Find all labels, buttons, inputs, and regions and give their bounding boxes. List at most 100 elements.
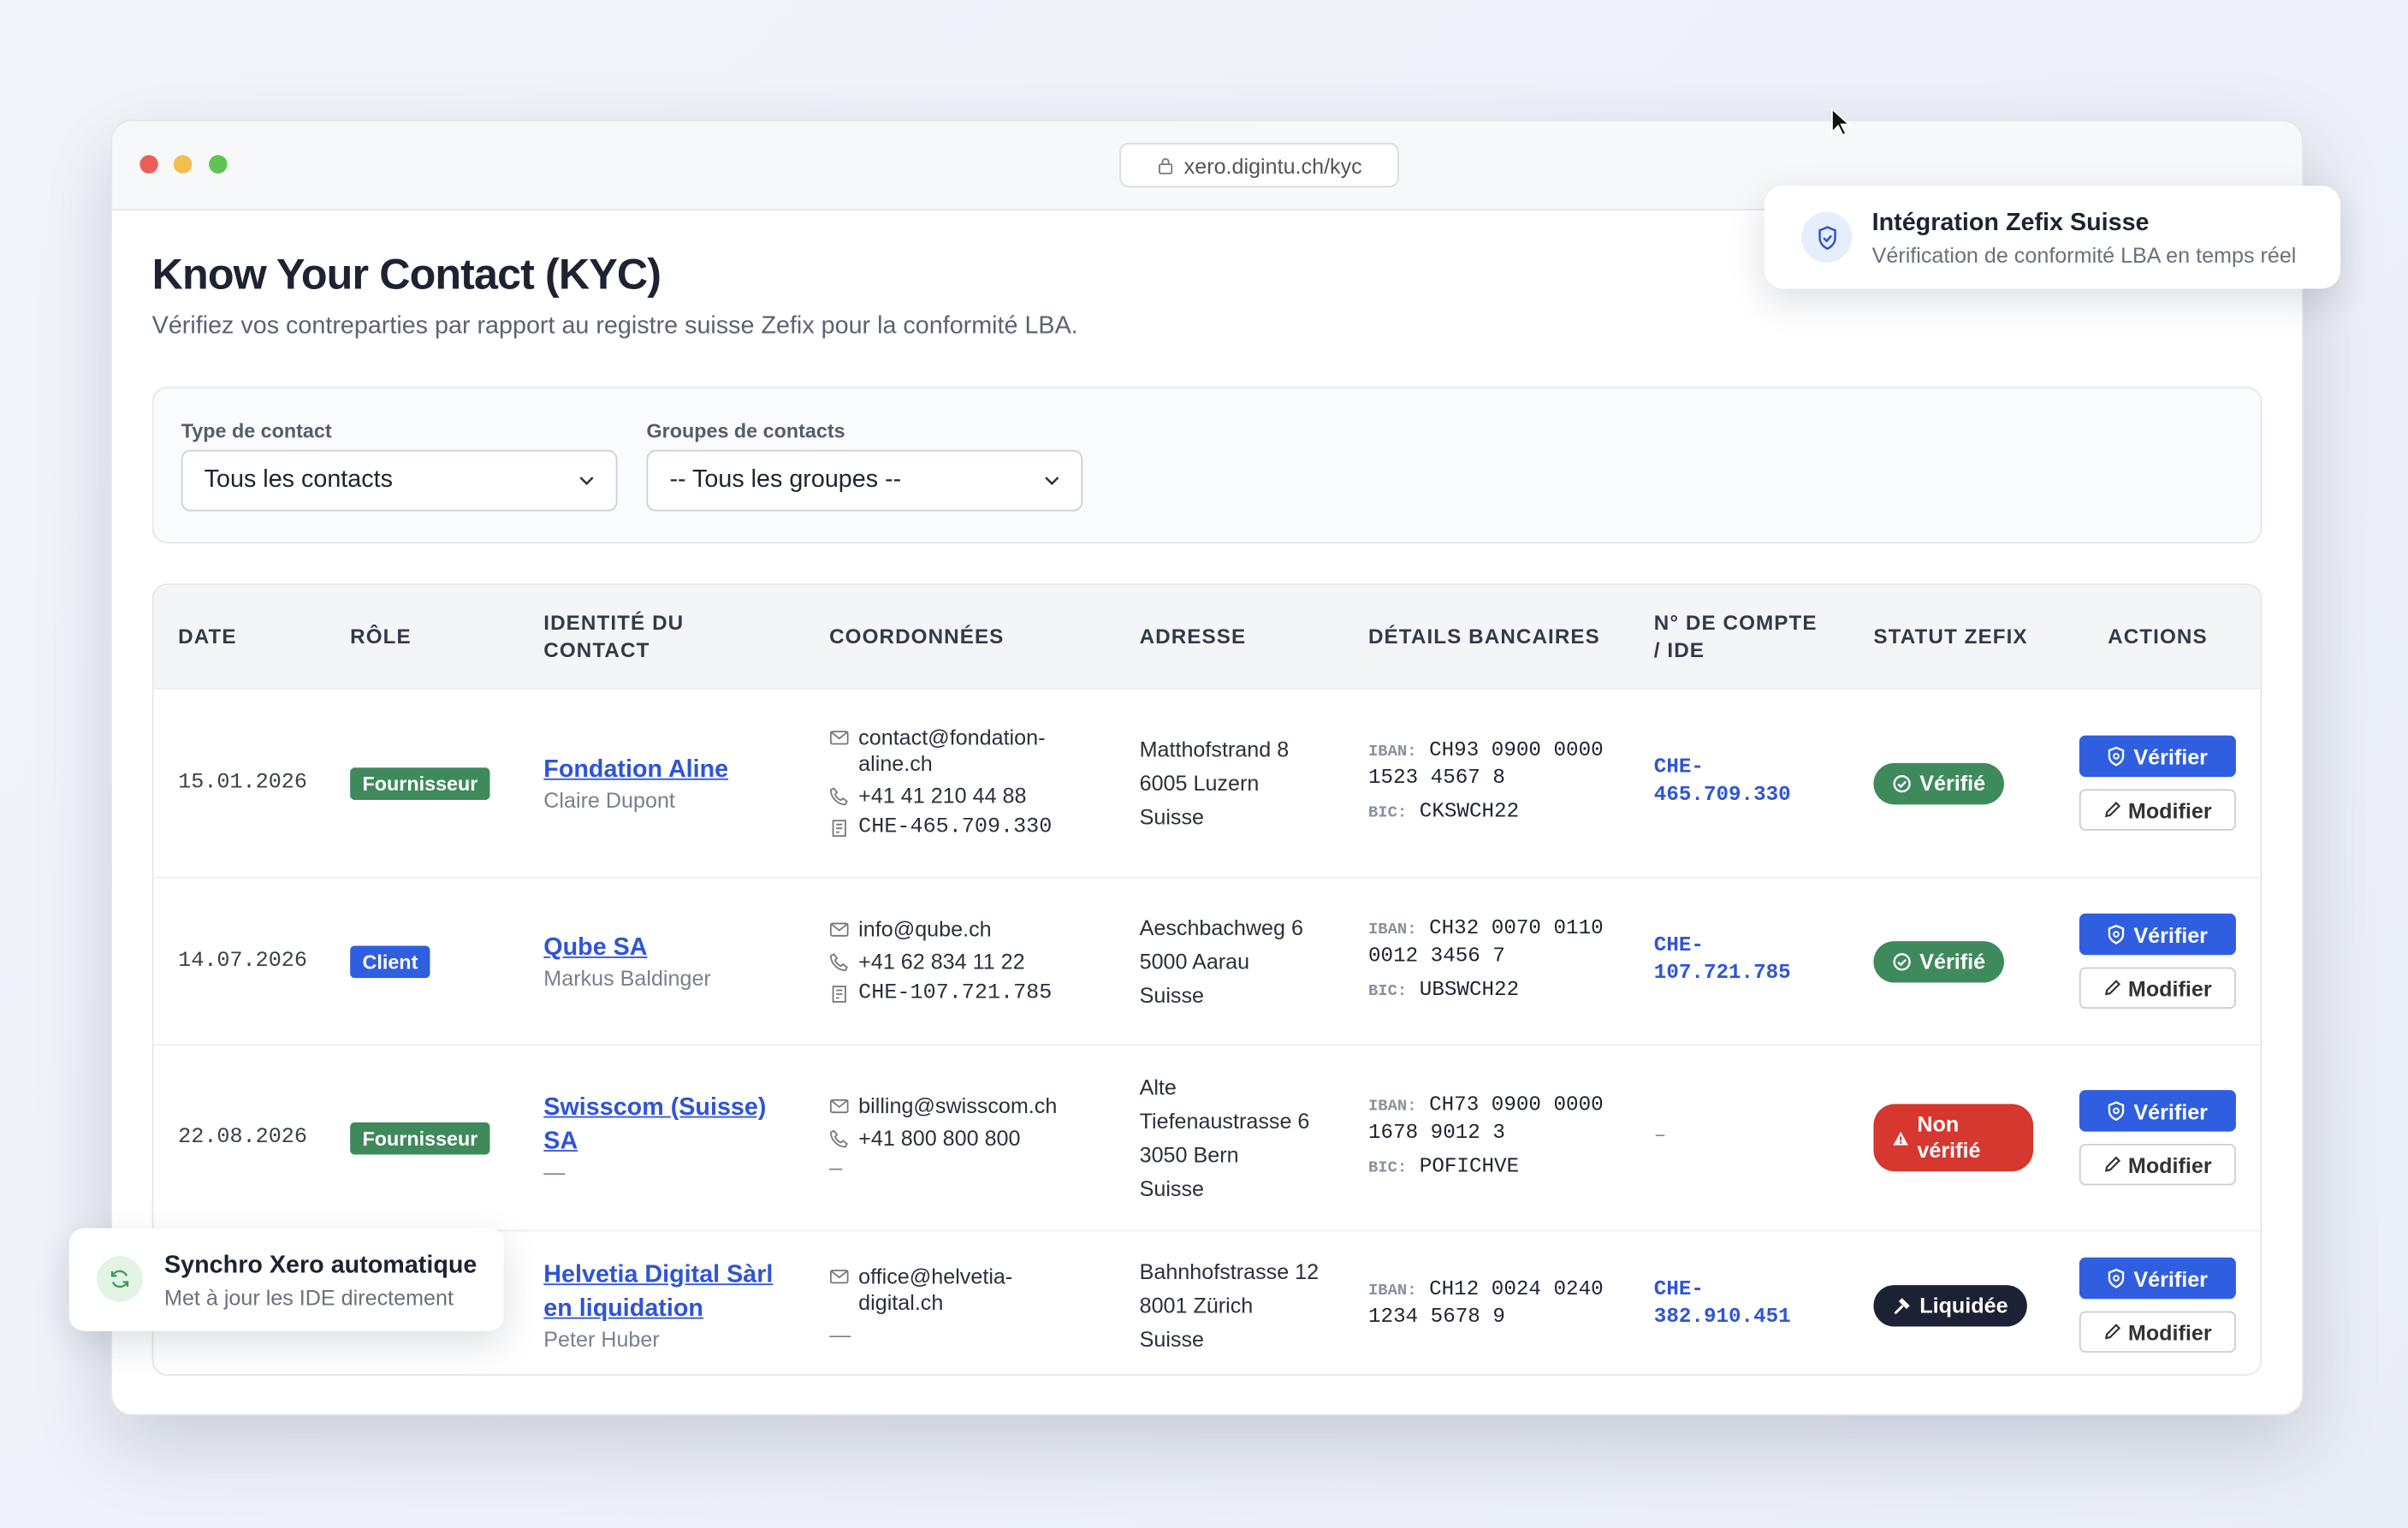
maximize-dot[interactable] [209, 155, 228, 174]
address-line: 8001 Zürich [1139, 1293, 1254, 1318]
column-header: DATE [178, 624, 237, 648]
bic-line: BIC: POFICHVE [1368, 1155, 1637, 1182]
contact-cell: billing@swisscom.ch +41 800 800 800 — [829, 1087, 1140, 1189]
phone-text: — [829, 1321, 851, 1346]
cursor [1831, 107, 1852, 137]
status-pill: Vérifié [1873, 940, 2004, 982]
address-line: Suisse [1139, 1176, 1205, 1201]
filter-select[interactable]: -- Tous les groupes -- [646, 449, 1083, 512]
button-label: Modifier [2127, 1319, 2212, 1345]
table-row: 22.08.2026 Fournisseur Swisscom (Suisse) S… [153, 1045, 2261, 1232]
address-cell: Aeschbachweg 6 5000 Aarau Suisse [1140, 910, 1332, 1011]
date-cell: 22.08.2026 [178, 1125, 307, 1151]
contact-cell: info@qube.ch +41 62 834 11 22 CHE-107.721.… [829, 909, 1140, 1012]
button-label: Modifier [2127, 1152, 2212, 1177]
address-line: 6005 Luzern [1139, 770, 1260, 796]
verify-button[interactable]: Vérifier [2079, 1257, 2236, 1300]
address-line: Alte Tiefenaustrasse 6 [1139, 1075, 1310, 1134]
email-text: office@helvetia-digital.ch [858, 1263, 1013, 1314]
email-line: office@helvetia-digital.ch [829, 1263, 1075, 1315]
contact-name-link[interactable]: Swisscom (Suisse) SA [543, 1094, 767, 1155]
bank-cell: IBAN: CH12 0024 0240 1234 5678 9 [1368, 1277, 1637, 1333]
ide-text: CHE-465.709.330 [858, 814, 1053, 840]
address-line: Suisse [1139, 1326, 1205, 1352]
column-header: STATUT ZEFIX [1873, 624, 2028, 648]
iban-line: IBAN: CH32 0070 0110 0012 3456 7 [1368, 916, 1637, 972]
status-pill: Non vérifié [1873, 1104, 2034, 1172]
account-cell: CHE-465.709.330 [1653, 756, 1791, 808]
url-text: xero.digintu.ch/kyc [1183, 152, 1362, 178]
iban-label: IBAN: [1367, 1282, 1417, 1301]
column-header: ADRESSE [1139, 624, 1247, 648]
bic-line: BIC: CKSWCH22 [1368, 800, 1637, 827]
edit-button[interactable]: Modifier [2079, 967, 2236, 1010]
email-line: billing@swisscom.ch [829, 1093, 1075, 1119]
address-line: Bahnhofstrasse 12 [1139, 1259, 1320, 1284]
sync-icon [97, 1255, 143, 1302]
actions-cell: Vérifier Modifier [2079, 1078, 2261, 1198]
browser-window: xero.digintu.ch/kyc Know Your Contact (K… [110, 119, 2304, 1416]
iban-label: IBAN: [1367, 1098, 1417, 1116]
role-badge: Fournisseur [350, 1121, 490, 1154]
contact-name-link[interactable]: Qube SA [543, 934, 648, 962]
account-cell: – [1653, 1125, 1667, 1149]
actions-cell: Vérifier Modifier [2079, 1245, 2261, 1365]
iban-line: IBAN: CH73 0900 0000 1678 9012 3 [1368, 1093, 1637, 1149]
page-subtitle: Vérifiez vos contreparties par rapport a… [151, 313, 1078, 340]
edit-button[interactable]: Modifier [2079, 1143, 2236, 1186]
bank-cell: IBAN: CH73 0900 0000 1678 9012 3 BIC: POF… [1368, 1093, 1637, 1182]
verify-button[interactable]: Vérifier [2079, 913, 2236, 956]
iban-label: IBAN: [1367, 743, 1417, 762]
notification-subtitle: Vérification de conformité LBA en temps … [1871, 242, 2297, 268]
close-dot[interactable] [139, 155, 158, 174]
address-cell: Bahnhofstrasse 12 8001 Zürich Suisse [1140, 1254, 1332, 1355]
kyc-table: DATE RÔLE IDENTITÉ DU CONTACT COORDONNÉES AD… [151, 583, 2263, 1376]
bank-cell: IBAN: CH32 0070 0110 0012 3456 7 BIC: UBS… [1368, 916, 1637, 1005]
shield-icon [1801, 211, 1853, 263]
address-line: 5000 Aarau [1139, 949, 1250, 974]
bic-value: UBSWCH22 [1419, 979, 1520, 1003]
column-header: IDENTITÉ DU CONTACT [543, 610, 685, 661]
filter-card: Type de contact Tous les contacts Groupe… [151, 387, 2263, 544]
account-cell: CHE-382.910.451 [1653, 1278, 1791, 1330]
table-row: 15.01.2026FournisseurHelvetia Digital Sà… [153, 1231, 2261, 1374]
role-cell: Fournisseur [350, 1121, 543, 1154]
contact-name-link[interactable]: Helvetia Digital Sàrl en liquidation [543, 1262, 774, 1323]
filter-select[interactable]: Tous les contacts [181, 449, 618, 512]
button-label: Modifier [2127, 975, 2212, 1001]
column-header: DÉTAILS BANCAIRES [1367, 624, 1600, 648]
status-cell: Liquidée [1873, 1284, 2079, 1326]
email-text: billing@swisscom.ch [858, 1092, 1058, 1117]
bank-cell: IBAN: CH93 0900 0000 1523 4567 8 BIC: CKS… [1368, 738, 1637, 827]
iban-label: IBAN: [1367, 921, 1417, 940]
verify-button[interactable]: Vérifier [2079, 735, 2236, 778]
address-cell: Matthofstrand 8 6005 Luzern Suisse [1140, 732, 1332, 833]
contact-person: Claire Dupont [543, 787, 675, 813]
edit-button[interactable]: Modifier [2079, 1311, 2236, 1353]
button-label: Vérifier [2133, 1265, 2208, 1291]
minimize-dot[interactable] [173, 155, 193, 174]
identity-cell: Fondation Aline Claire Dupont [543, 754, 829, 813]
address-line: Suisse [1139, 804, 1205, 830]
email-text: info@qube.ch [858, 915, 992, 941]
browser-bar: xero.digintu.ch/kyc [112, 121, 2303, 210]
button-label: Modifier [2127, 797, 2212, 823]
phone-line: — [829, 1321, 1075, 1347]
address-line: Suisse [1139, 982, 1205, 1008]
edit-button[interactable]: Modifier [2079, 789, 2236, 831]
contact-name-link[interactable]: Fondation Aline [543, 756, 729, 784]
page-title: Know Your Contact (KYC) [151, 250, 661, 299]
ide-line: CHE-107.721.785 [829, 980, 1075, 1007]
email-line: info@qube.ch [829, 915, 1075, 942]
identity-cell: Helvetia Digital Sàrl en liquidation Pete… [543, 1259, 829, 1351]
verify-button[interactable]: Vérifier [2079, 1090, 2236, 1132]
email-line: contact@fondation-aline.ch [829, 725, 1075, 777]
phone-text: +41 800 800 800 [858, 1124, 1021, 1150]
contact-cell: contact@fondation-aline.ch +41 41 210 44 … [829, 719, 1140, 848]
phone-text: +41 62 834 11 22 [858, 948, 1025, 973]
address-bar[interactable]: xero.digintu.ch/kyc [1119, 142, 1399, 187]
bic-value: POFICHVE [1419, 1156, 1520, 1180]
button-label: Vérifier [2133, 743, 2208, 769]
